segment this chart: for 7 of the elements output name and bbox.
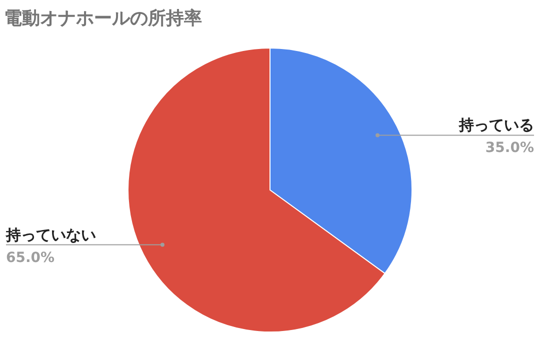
data-label: 35.0% [485,140,534,156]
chart-title: 電動オナホールの所持率 [4,8,202,29]
slice-label: 持っている [458,116,534,134]
pie-slice [128,48,386,332]
slice-label: 持っていない [5,226,96,244]
data-label: 65.0% [6,250,55,266]
pie-slice [270,48,412,274]
